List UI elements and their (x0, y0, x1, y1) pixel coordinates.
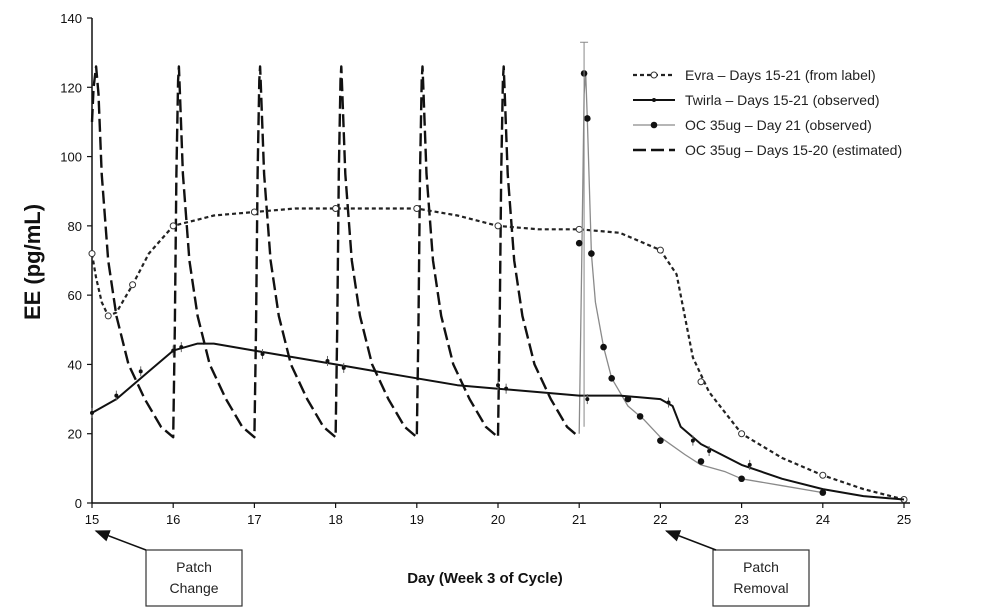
x-tick-label: 15 (85, 512, 99, 527)
annotation-border (712, 549, 810, 607)
data-point (332, 205, 340, 213)
x-tick-label: 19 (410, 512, 424, 527)
x-tick-label: 20 (491, 512, 505, 527)
x-axis-title: Day (Week 3 of Cycle) (407, 570, 563, 587)
data-point (169, 222, 177, 230)
y-tick-label: 120 (60, 80, 82, 95)
y-tick-label: 60 (68, 288, 82, 303)
data-point (504, 386, 509, 391)
data-point (707, 449, 712, 454)
legend-item: Twirla – Days 15-21 (observed) (633, 92, 880, 108)
annotation-text: Patch (743, 559, 779, 575)
data-point (690, 438, 695, 443)
series-line (90, 65, 580, 439)
legend-label: Twirla – Days 15-21 (observed) (685, 92, 880, 108)
series-line (91, 342, 905, 501)
y-axis-title: EE (pg/mL) (20, 204, 45, 320)
series-line (90, 207, 905, 501)
legend-marker (650, 71, 658, 79)
series-1 (88, 205, 908, 504)
data-point (171, 348, 176, 353)
legend-item: OC 35ug – Day 21 (observed) (633, 117, 872, 133)
annotation-text: Change (169, 580, 218, 596)
data-point (657, 437, 664, 444)
annotation-arrow (664, 530, 717, 551)
x-tick-label: 17 (247, 512, 261, 527)
data-point (585, 397, 590, 402)
data-point (608, 374, 615, 382)
legend-label: OC 35ug – Day 21 (observed) (685, 117, 872, 133)
annotation-border (145, 549, 243, 607)
chart-annotations: Patch Change Patch Removal (94, 530, 810, 607)
data-point (341, 365, 346, 370)
data-point (496, 383, 500, 388)
data-point (250, 208, 258, 216)
x-tick-label: 18 (328, 512, 342, 527)
data-point (575, 225, 583, 233)
x-tick-label: 23 (734, 512, 748, 527)
data-point (104, 312, 112, 320)
data-point (494, 222, 502, 230)
legend-label: Evra – Days 15-21 (from label) (685, 67, 876, 83)
chart-legend: Evra – Days 15-21 (from label) Twirla – D… (633, 67, 902, 158)
series-line (578, 72, 823, 494)
data-point (738, 475, 745, 483)
data-point (413, 205, 421, 213)
data-point (697, 378, 705, 386)
data-point (575, 239, 583, 247)
annotation-text: Removal (733, 580, 788, 596)
data-point (636, 413, 644, 420)
data-point (584, 115, 591, 122)
data-point (747, 462, 752, 467)
data-point (819, 489, 827, 496)
data-point (325, 358, 330, 363)
data-point (656, 246, 664, 254)
annotation-box: Patch Removal (664, 530, 810, 607)
x-tick-label: 16 (166, 512, 180, 527)
data-point (588, 250, 595, 257)
y-tick-label: 20 (68, 427, 82, 442)
y-tick-label: 80 (68, 219, 82, 234)
data-point (114, 393, 119, 398)
annotation-text: Patch (176, 559, 212, 575)
annotation-arrow (94, 530, 147, 551)
series-3 (575, 70, 827, 496)
data-point (738, 430, 746, 438)
annotation-box: Patch Change (94, 530, 243, 607)
chart-series (88, 41, 908, 504)
legend-item: Evra – Days 15-21 (from label) (633, 67, 876, 83)
y-tick-label: 40 (68, 357, 82, 372)
x-tick-label: 22 (653, 512, 667, 527)
data-point (666, 400, 671, 405)
data-point (819, 471, 827, 479)
y-tick-label: 100 (60, 150, 82, 165)
y-tick-label: 140 (60, 11, 82, 26)
data-point (179, 345, 184, 350)
data-point (90, 410, 94, 415)
legend-item: OC 35ug – Days 15-20 (estimated) (633, 142, 902, 158)
peak-error-bar (580, 41, 589, 427)
data-point (600, 343, 607, 351)
series-2 (90, 342, 905, 501)
x-tick-label: 24 (816, 512, 830, 527)
legend-label: OC 35ug – Days 15-20 (estimated) (685, 142, 902, 158)
data-point (260, 352, 265, 357)
legend-marker (650, 121, 658, 129)
legend-marker (652, 98, 656, 102)
data-point (88, 250, 96, 258)
chart-axes: 0 20 40 60 80 100 120 140 15 16 17 18 19 20 21 22 23 24 25 (60, 11, 911, 527)
data-point (697, 458, 705, 465)
y-tick-label: 0 (75, 496, 82, 511)
x-tick-label: 25 (897, 512, 911, 527)
data-point (138, 369, 143, 374)
data-point (129, 281, 137, 289)
x-tick-label: 21 (572, 512, 586, 527)
series-4 (90, 65, 580, 439)
